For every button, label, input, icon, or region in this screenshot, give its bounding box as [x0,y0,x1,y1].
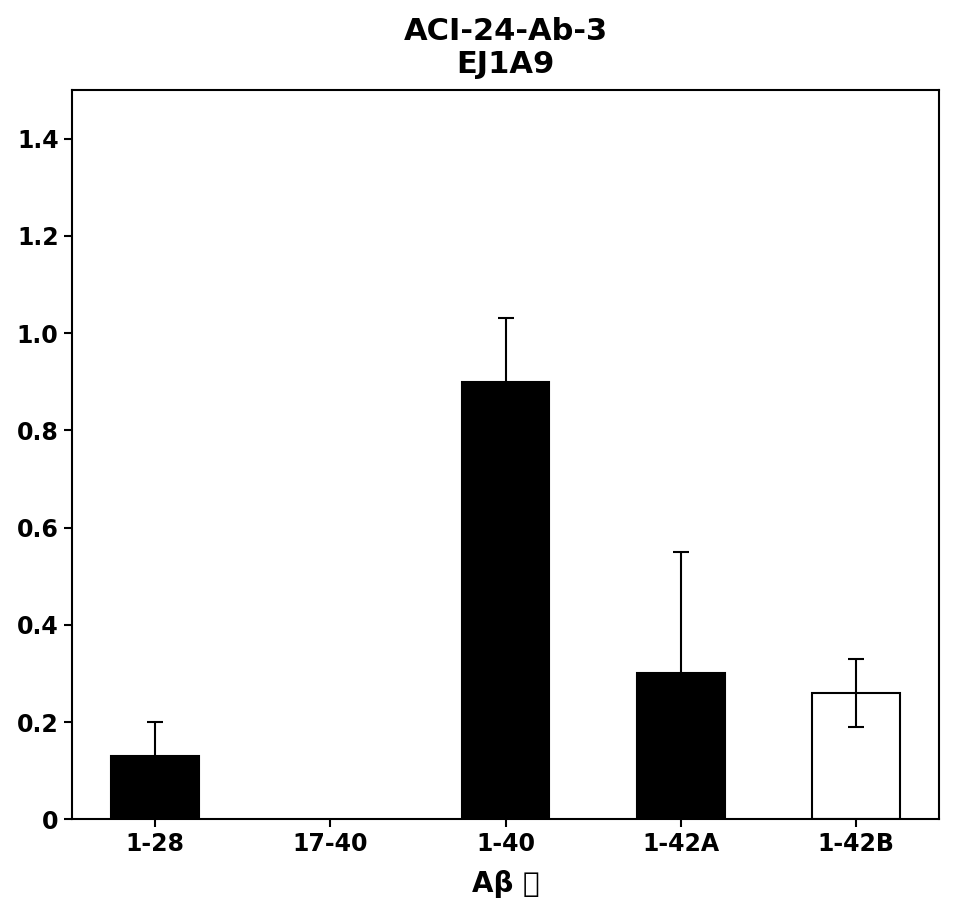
Bar [111,756,199,819]
Bar [462,382,550,819]
X-axis label: Aβ 肽: Aβ 肽 [471,870,539,899]
Title: ACI-24-Ab-3
EJ1A9: ACI-24-Ab-3 EJ1A9 [403,16,608,80]
Bar [637,673,725,819]
Bar [813,693,900,819]
